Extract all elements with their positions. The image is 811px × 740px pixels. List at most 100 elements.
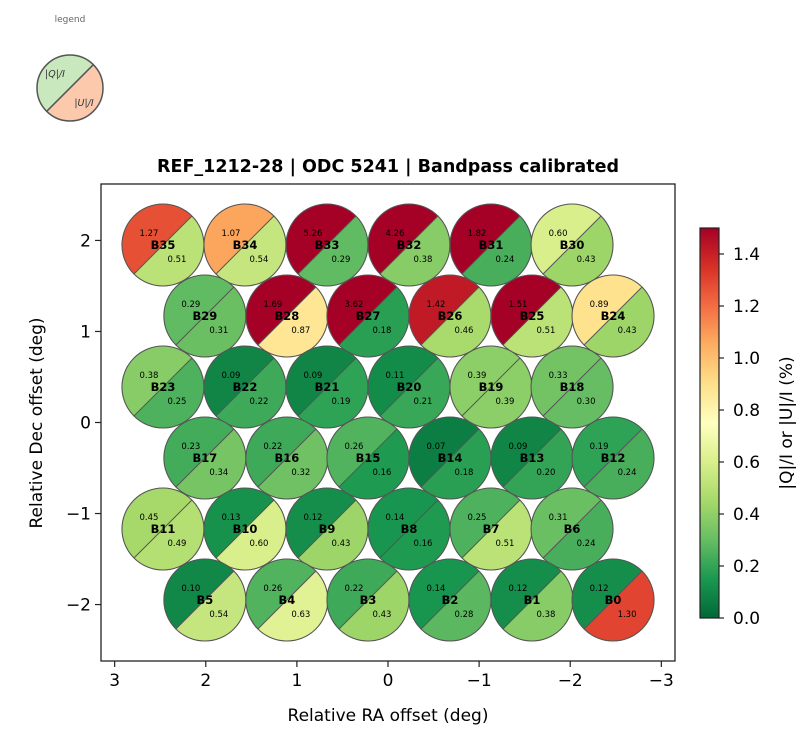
beam-label: B24 [601, 309, 626, 323]
colorbar-tick-label: 1.2 [733, 297, 760, 317]
colorbar-tick-label: 0.8 [733, 401, 760, 421]
beam-divider [542, 215, 602, 275]
beam-b7: B70.25 0.51 [449, 487, 533, 571]
beam-label: B32 [397, 238, 422, 252]
beam-divider [175, 286, 235, 346]
colorbar-tick-label: 0.2 [733, 557, 760, 577]
beam-q-value: 0.25 [467, 513, 486, 523]
beam-b0: B00.12 1.30 [571, 558, 655, 642]
beam-u-value: 0.31 [209, 326, 228, 336]
x-tick-label: −2 [558, 671, 583, 691]
beam-u-value: 0.24 [495, 255, 514, 265]
beam-divider [175, 428, 235, 488]
beam-divider [297, 215, 357, 275]
colorbar-tick-label: 0.4 [733, 505, 760, 525]
beam-outline [571, 558, 655, 642]
x-tick-label: 1 [291, 671, 302, 691]
colorbar-tick-label: 0.0 [733, 609, 760, 629]
x-axis-ticks: 3 2 1 0 −1 −2 −3 [109, 661, 674, 691]
beam-divider [133, 357, 193, 417]
colorbar-tick-label: 1.0 [733, 349, 760, 369]
legend-title: legend [55, 15, 86, 25]
beam-u-value: 0.38 [536, 610, 555, 620]
beam-divider [215, 357, 275, 417]
y-axis-ticks: 2 1 0 −1 −2 [66, 231, 101, 616]
beam-divider [420, 570, 480, 630]
beam-b4: B40.26 0.63 [245, 558, 329, 642]
colorbar-ticks: 0.0 0.2 0.4 0.6 0.8 1.0 1.2 1.4 [719, 245, 760, 629]
beam-label: B10 [233, 522, 258, 536]
beam-q-value: 1.69 [263, 300, 282, 310]
beam-divider [502, 286, 562, 346]
beam-label: B23 [151, 380, 176, 394]
beam-q-value: 0.39 [467, 371, 486, 381]
beam-divider [338, 286, 398, 346]
beam-divider [297, 499, 357, 559]
y-tick-label: 2 [80, 231, 91, 251]
beam-label: B1 [524, 593, 541, 607]
beam-u-value: 0.43 [618, 326, 637, 336]
beam-label: B5 [196, 593, 213, 607]
beam-u-value: 0.38 [413, 255, 432, 265]
beam-divider [215, 215, 275, 275]
beam-u-value: 1.30 [618, 610, 637, 620]
beam-u-value: 0.19 [331, 397, 350, 407]
beam-label: B3 [360, 593, 377, 607]
beam-label: B6 [564, 522, 581, 536]
beam-b8: B80.14 0.16 [367, 487, 451, 571]
beam-u-value: 0.51 [167, 255, 186, 265]
beam-divider [461, 499, 521, 559]
beam-divider [257, 428, 317, 488]
beam-u-value: 0.25 [167, 397, 186, 407]
beam-label: B27 [356, 309, 381, 323]
colorbar-tick-label: 0.6 [733, 453, 760, 473]
beam-divider [379, 499, 439, 559]
beam-q-value: 1.82 [467, 229, 486, 239]
beam-divider [420, 286, 480, 346]
legend: legend |Q|/I |U|/I [36, 15, 104, 122]
beam-u-value: 0.20 [536, 468, 555, 478]
beam-q-value: 0.22 [263, 442, 282, 452]
beam-q-value: 1.42 [426, 300, 445, 310]
beam-label: B0 [605, 593, 622, 607]
beam-label: B7 [483, 522, 500, 536]
beam-outline [571, 274, 655, 358]
beam-b3: B30.22 0.43 [326, 558, 410, 642]
legend-divider [46, 64, 94, 112]
beam-label: B15 [356, 451, 381, 465]
beam-q-value: 0.23 [181, 442, 200, 452]
beam-q-value: 0.26 [344, 442, 363, 452]
beam-b2: B20.14 0.28 [408, 558, 492, 642]
beam-label: B19 [479, 380, 504, 394]
beam-label: B12 [601, 451, 626, 465]
beam-q-value: 0.09 [221, 371, 240, 381]
beam-q-value: 0.33 [549, 371, 568, 381]
beam-b6: B60.31 0.24 [530, 487, 614, 571]
beam-u-value: 0.28 [454, 610, 473, 620]
beam-divider [379, 357, 439, 417]
beam-q-value: 0.11 [385, 371, 404, 381]
beam-q-value: 0.12 [303, 513, 322, 523]
beam-q-value: 0.13 [221, 513, 240, 523]
beam-divider [257, 570, 317, 630]
beam-label: B8 [401, 522, 418, 536]
beam-label: B35 [151, 238, 176, 252]
beam-divider [542, 499, 602, 559]
beam-label: B14 [438, 451, 463, 465]
beam-q-value: 3.62 [344, 300, 363, 310]
beam-divider [133, 215, 193, 275]
beam-label: B18 [560, 380, 585, 394]
beam-u-value: 0.43 [577, 255, 596, 265]
beam-q-value: 0.07 [426, 442, 445, 452]
beam-divider [215, 499, 275, 559]
x-axis-label: Relative RA offset (deg) [288, 706, 489, 726]
